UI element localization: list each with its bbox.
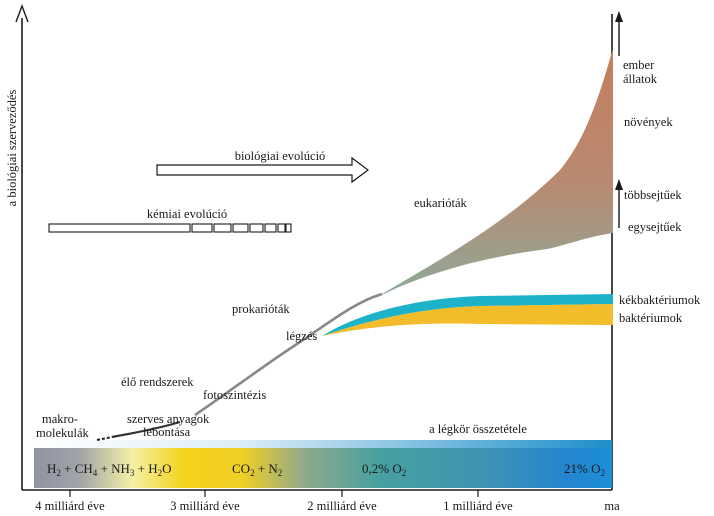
humans-arrow-icon: [615, 11, 623, 22]
atmosphere-stage-2: CO2 + N2: [232, 461, 282, 478]
organic-breakdown-label-1: szerves anyagok: [127, 412, 210, 426]
multicellular-label: többsejtűek: [624, 188, 682, 202]
plants-label: növények: [624, 115, 673, 129]
biological-evolution-label: biológiai evolúció: [235, 149, 326, 163]
photosynthesis-label: fotoszintézis: [203, 388, 266, 402]
animals-label: állatok: [623, 72, 658, 86]
life-trajectory: [194, 292, 383, 417]
chemical-evolution-bar: [48, 223, 292, 233]
atmosphere-stage-4: 21% O2: [564, 461, 605, 478]
eukaryote-band: [376, 48, 613, 298]
atmosphere-stage-3: 0,2% O2: [362, 461, 406, 478]
y-axis-label: a biológiai szerveződés: [5, 90, 19, 207]
humans-label: ember: [623, 58, 655, 72]
chemical-evolution-label: kémiai evolúció: [147, 207, 227, 221]
multicellular-arrow-icon: [615, 179, 623, 190]
prokaryotes-label: prokarióták: [232, 302, 290, 316]
x-tick-label-now: ma: [604, 499, 620, 513]
bacteria-band: [322, 304, 613, 336]
organic-breakdown-label-2: lebontása: [143, 425, 191, 439]
macromolecules-label-2: molekulák: [36, 426, 90, 440]
x-tick-label-3bn: 3 milliárd éve: [170, 499, 240, 513]
atmosphere-title: a légkör összetétele: [429, 422, 527, 436]
atmosphere-bar-top: [34, 440, 612, 449]
living-systems-label: élő rendszerek: [121, 375, 194, 389]
early-life-line: [111, 420, 181, 439]
cyanobacteria-band: [322, 294, 613, 336]
x-tick-label-2bn: 2 milliárd éve: [307, 499, 377, 513]
cyanobacteria-label: kékbaktériumok: [619, 293, 701, 307]
biological-evolution-arrow: [156, 156, 369, 184]
unicellular-label: egysejtűek: [628, 220, 682, 234]
y-axis-arrow-icon: [15, 4, 29, 23]
macromolecules-label-1: makro-: [42, 412, 78, 426]
respiration-label: légzés: [286, 329, 317, 343]
bacteria-label: baktériumok: [619, 311, 683, 325]
eukaryotes-label: eukarióták: [414, 196, 468, 210]
x-tick-label-4bn: 4 milliárd éve: [35, 499, 105, 513]
early-life-line-dashed: [96, 436, 113, 441]
atmosphere-bar: [34, 448, 612, 488]
x-tick-label-1bn: 1 milliárd éve: [443, 499, 513, 513]
atmosphere-stage-1: H2 + CH4 + NH3 + H2O: [47, 461, 172, 478]
